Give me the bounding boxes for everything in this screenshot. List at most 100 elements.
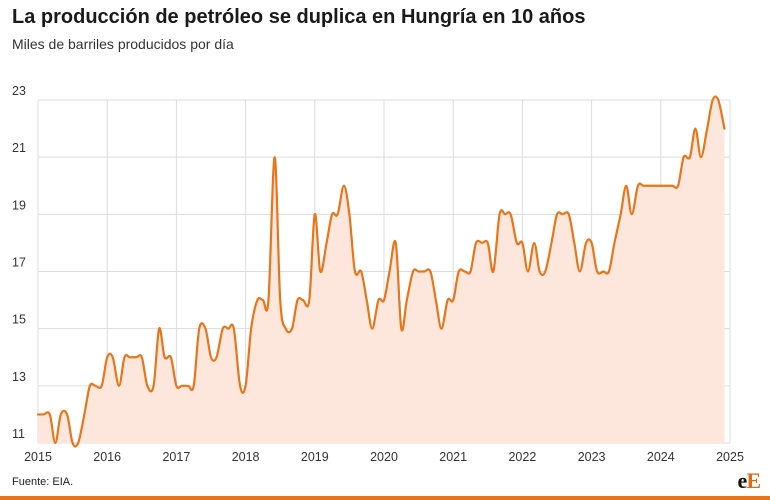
data-point: [498, 213, 500, 215]
data-point: [665, 185, 667, 187]
data-point: [158, 327, 160, 329]
x-tick-label: 2016: [93, 450, 121, 464]
data-point: [388, 270, 390, 272]
data-point: [613, 242, 615, 244]
data-point: [469, 270, 471, 272]
data-point: [360, 270, 362, 272]
data-point: [423, 270, 425, 272]
data-point: [654, 185, 656, 187]
data-point: [677, 185, 679, 187]
bottom-accent-bar: [0, 496, 770, 500]
data-point: [642, 185, 644, 187]
data-point: [215, 356, 217, 358]
data-point: [152, 385, 154, 387]
y-tick-label: 15: [12, 313, 26, 327]
data-point: [452, 299, 454, 301]
data-point: [585, 242, 587, 244]
data-point: [694, 127, 696, 129]
data-point: [671, 185, 673, 187]
data-point: [608, 270, 610, 272]
data-point: [163, 356, 165, 358]
data-point: [325, 242, 327, 244]
data-point: [210, 356, 212, 358]
data-point: [181, 385, 183, 387]
data-point: [348, 213, 350, 215]
x-tick-label: 2022: [508, 450, 536, 464]
data-point: [521, 242, 523, 244]
data-point: [89, 385, 91, 387]
data-point: [291, 327, 293, 329]
data-point: [492, 270, 494, 272]
x-tick-label: 2021: [439, 450, 467, 464]
data-point: [539, 270, 541, 272]
data-point: [106, 356, 108, 358]
x-tick-label: 2020: [370, 450, 398, 464]
data-point: [395, 242, 397, 244]
data-point: [717, 99, 719, 101]
data-point: [123, 356, 125, 358]
data-point: [256, 299, 258, 301]
data-point: [619, 213, 621, 215]
y-axis-ticks: 11 13 15 17 19 21 23: [12, 84, 26, 441]
data-point: [516, 242, 518, 244]
data-point: [83, 413, 85, 415]
x-axis-ticks: 2015 2016 2017 2018 2019 2020 2021 2022 2023 2024…: [24, 450, 744, 464]
data-point: [568, 213, 570, 215]
data-point: [700, 156, 702, 158]
data-point: [141, 356, 143, 358]
data-point: [475, 242, 477, 244]
data-point: [331, 213, 333, 215]
data-point: [175, 385, 177, 387]
data-point: [170, 356, 172, 358]
data-point: [285, 327, 287, 329]
data-point: [625, 185, 627, 187]
data-point: [406, 299, 408, 301]
data-point: [279, 299, 281, 301]
data-point: [54, 442, 56, 444]
data-point: [527, 270, 529, 272]
data-point: [262, 299, 264, 301]
logo-lower: e: [737, 468, 748, 493]
y-tick-label: 13: [12, 370, 26, 384]
data-point: [371, 327, 373, 329]
data-point: [314, 213, 316, 215]
x-tick-label: 2024: [647, 450, 675, 464]
data-point: [66, 413, 68, 415]
data-point: [146, 385, 148, 387]
data-point: [267, 299, 269, 301]
data-point: [561, 213, 563, 215]
data-point: [296, 299, 298, 301]
series-line: [36, 95, 726, 448]
data-point: [343, 185, 345, 187]
x-tick-label: 2019: [301, 450, 329, 464]
data-point: [37, 413, 39, 415]
x-tick-label: 2018: [232, 450, 260, 464]
data-point: [319, 270, 321, 272]
data-point: [100, 385, 102, 387]
x-tick-label: 2025: [716, 450, 744, 464]
data-point: [464, 270, 466, 272]
data-point: [556, 213, 558, 215]
data-point: [383, 299, 385, 301]
chart-title: La producción de petróleo se duplica en …: [12, 6, 586, 28]
data-point: [579, 270, 581, 272]
data-point: [222, 327, 224, 329]
data-point: [458, 270, 460, 272]
series-area: [38, 96, 725, 447]
data-point: [112, 356, 114, 358]
data-point: [308, 299, 310, 301]
data-point: [412, 270, 414, 272]
data-point: [446, 299, 448, 301]
data-point: [504, 213, 506, 215]
data-point: [49, 413, 51, 415]
y-tick-label: 21: [12, 141, 26, 155]
data-point: [689, 156, 691, 158]
data-point: [712, 99, 714, 101]
data-point: [42, 413, 44, 415]
y-tick-label: 19: [12, 198, 26, 212]
data-point: [354, 270, 356, 272]
data-point: [723, 127, 725, 129]
data-point: [193, 385, 195, 387]
y-tick-label: 23: [12, 84, 26, 98]
